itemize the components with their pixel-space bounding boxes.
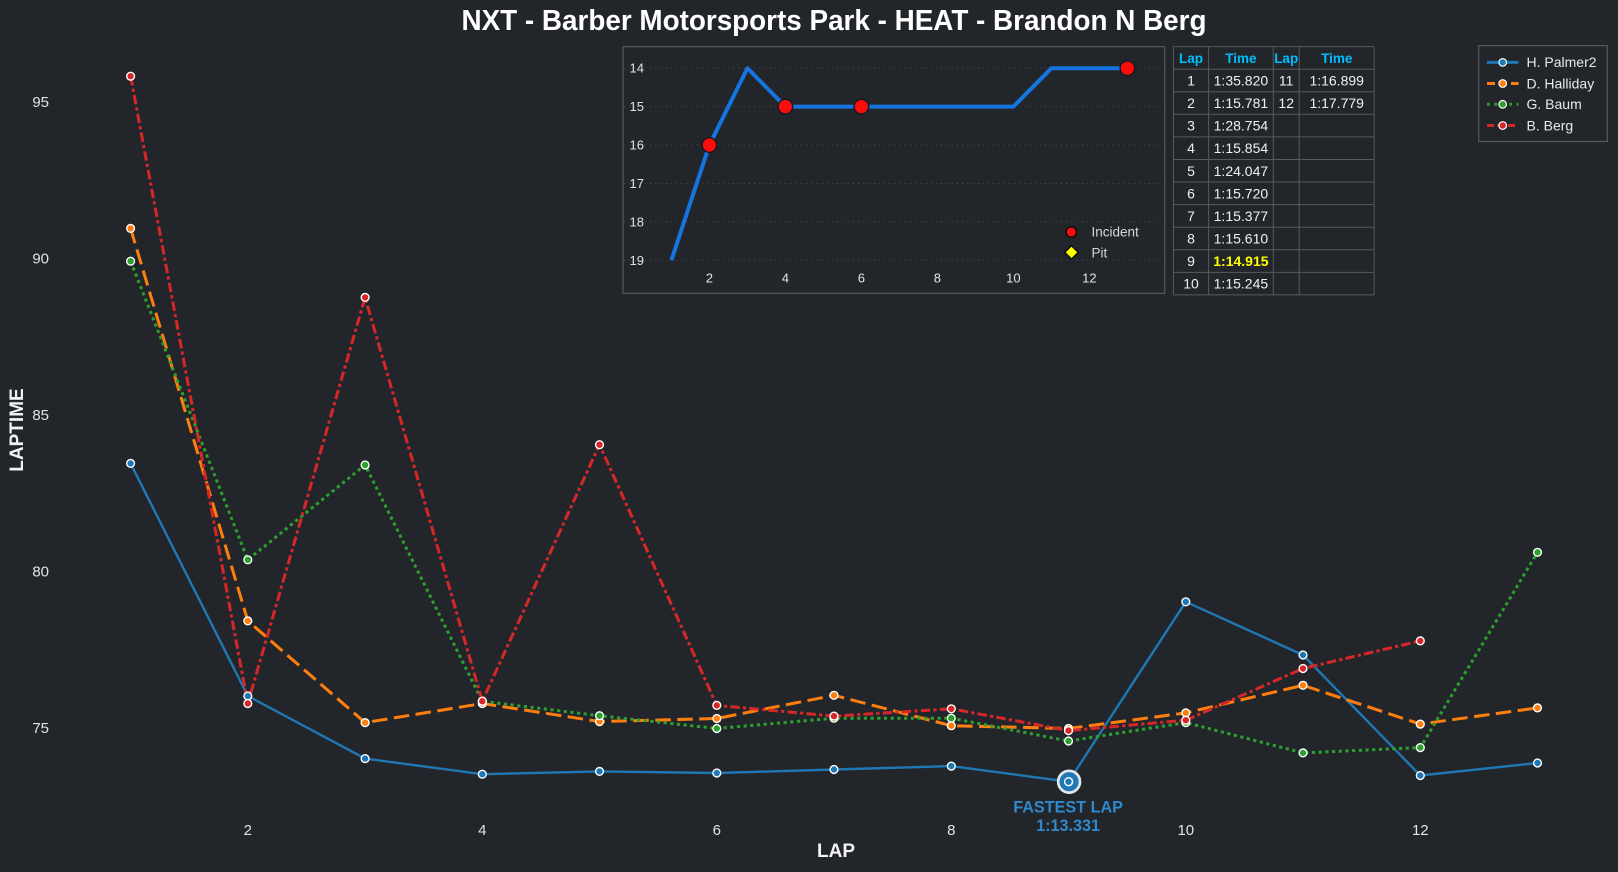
svg-text:12: 12: [1082, 271, 1096, 286]
svg-text:12: 12: [1278, 95, 1294, 111]
svg-text:2: 2: [244, 822, 252, 839]
svg-text:FASTEST LAP: FASTEST LAP: [1013, 799, 1123, 817]
svg-text:10: 10: [1183, 276, 1199, 292]
svg-text:1:16.899: 1:16.899: [1309, 73, 1364, 89]
svg-text:12: 12: [1412, 822, 1429, 839]
svg-text:Pit: Pit: [1092, 245, 1108, 260]
svg-text:17: 17: [630, 176, 644, 191]
svg-text:16: 16: [630, 138, 644, 153]
svg-text:LAPTIME: LAPTIME: [7, 388, 28, 471]
svg-text:8: 8: [934, 271, 941, 286]
svg-text:1:15.854: 1:15.854: [1214, 140, 1269, 156]
svg-text:2: 2: [1187, 95, 1195, 111]
svg-text:8: 8: [947, 822, 955, 839]
svg-text:11: 11: [1279, 73, 1294, 89]
svg-text:8: 8: [1187, 231, 1195, 247]
svg-text:Time: Time: [1321, 51, 1353, 66]
svg-text:14: 14: [630, 61, 644, 76]
svg-text:5: 5: [1187, 163, 1195, 179]
svg-text:1: 1: [1187, 73, 1195, 89]
svg-text:90: 90: [32, 251, 49, 268]
svg-text:2: 2: [706, 271, 713, 286]
svg-text:Time: Time: [1225, 51, 1257, 66]
svg-text:1:24.047: 1:24.047: [1214, 163, 1269, 179]
svg-text:7: 7: [1187, 208, 1195, 224]
svg-text:85: 85: [32, 407, 49, 424]
svg-text:10: 10: [1006, 271, 1020, 286]
svg-text:Lap: Lap: [1274, 51, 1298, 66]
svg-text:H. Palmer2: H. Palmer2: [1527, 54, 1597, 70]
svg-text:10: 10: [1177, 822, 1194, 839]
svg-text:4: 4: [1187, 140, 1195, 156]
svg-text:1:15.377: 1:15.377: [1214, 208, 1269, 224]
svg-text:D. Halliday: D. Halliday: [1527, 75, 1595, 91]
svg-text:95: 95: [32, 94, 49, 111]
svg-text:6: 6: [858, 271, 865, 286]
svg-text:Incident: Incident: [1092, 225, 1140, 240]
svg-text:75: 75: [32, 720, 49, 737]
svg-text:19: 19: [630, 253, 644, 268]
svg-text:1:14.915: 1:14.915: [1213, 253, 1268, 269]
svg-text:18: 18: [630, 214, 644, 229]
svg-text:1:35.820: 1:35.820: [1214, 73, 1269, 89]
svg-text:9: 9: [1187, 253, 1195, 269]
svg-text:6: 6: [1187, 185, 1195, 201]
svg-text:NXT - Barber Motorsports Park: NXT - Barber Motorsports Park - HEAT - B…: [462, 5, 1207, 37]
svg-text:1:15.245: 1:15.245: [1214, 276, 1269, 292]
svg-text:80: 80: [32, 564, 49, 581]
svg-text:1:13.331: 1:13.331: [1036, 817, 1100, 835]
svg-text:15: 15: [630, 99, 644, 114]
svg-text:1:17.779: 1:17.779: [1309, 95, 1364, 111]
svg-text:1:28.754: 1:28.754: [1214, 118, 1269, 134]
svg-text:1:15.610: 1:15.610: [1214, 231, 1269, 247]
svg-text:LAP: LAP: [817, 841, 855, 862]
svg-text:B. Berg: B. Berg: [1527, 117, 1574, 133]
svg-text:4: 4: [782, 271, 789, 286]
svg-text:1:15.781: 1:15.781: [1214, 95, 1269, 111]
svg-text:4: 4: [478, 822, 486, 839]
svg-text:6: 6: [713, 822, 721, 839]
svg-text:1:15.720: 1:15.720: [1214, 185, 1269, 201]
svg-text:Lap: Lap: [1179, 51, 1203, 66]
svg-text:3: 3: [1187, 118, 1195, 134]
svg-text:G. Baum: G. Baum: [1527, 96, 1582, 112]
